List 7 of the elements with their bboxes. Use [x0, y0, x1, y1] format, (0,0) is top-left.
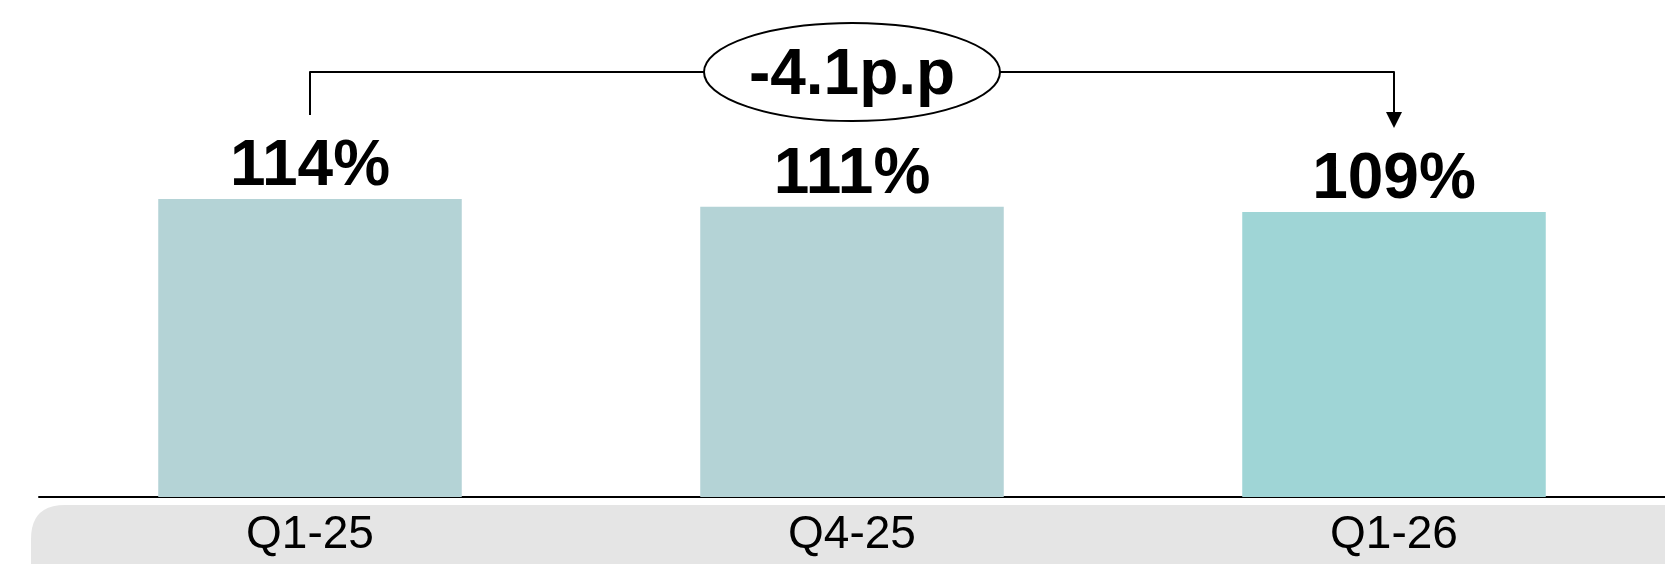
- data-label: 109%: [1312, 140, 1476, 213]
- x-tick-label: Q1-26: [1330, 506, 1458, 558]
- data-label: 114%: [229, 127, 391, 199]
- data-label: 111%: [773, 134, 931, 207]
- text: -4.1p.p: [748, 36, 956, 108]
- x-tick-label: Q1-25: [246, 506, 374, 558]
- x-tick-label: Q4-25: [788, 506, 916, 558]
